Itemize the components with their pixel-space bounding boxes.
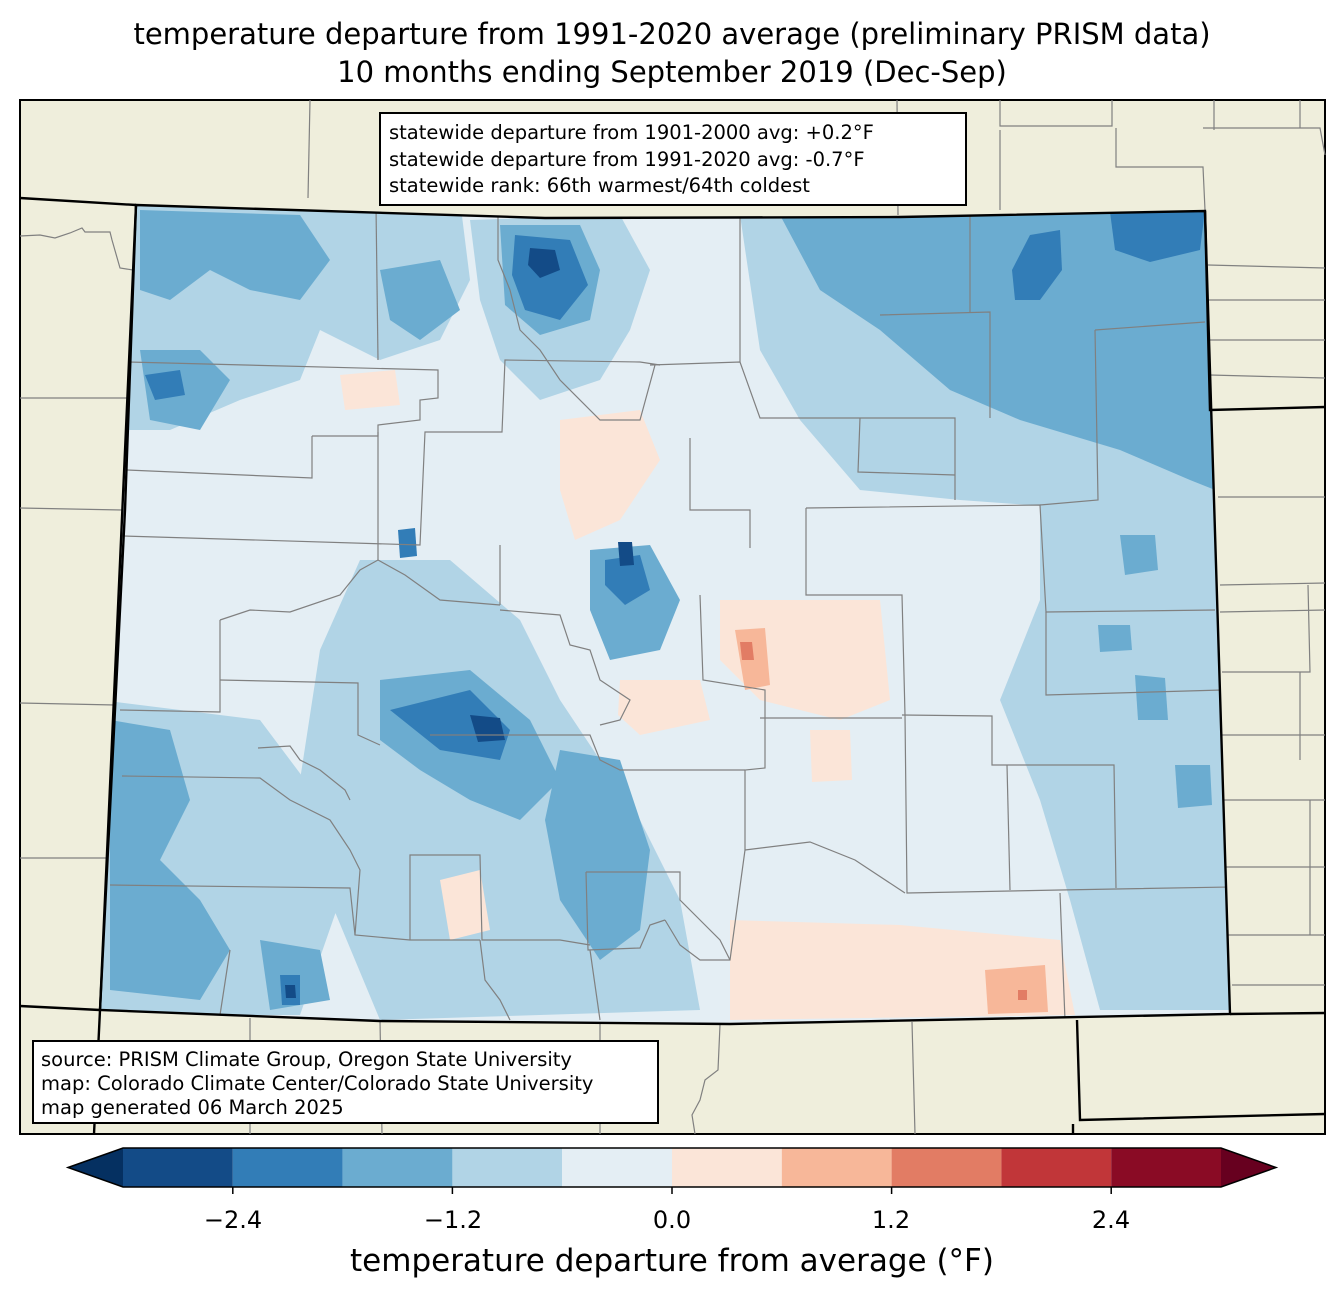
colorbar-bin (562, 1148, 672, 1187)
colorbar-label: temperature departure from average (°F) (350, 1243, 994, 1279)
colorbar-tick-label: −2.4 (203, 1206, 263, 1234)
statewide-stats-box: statewide departure from 1901-2000 avg: … (379, 112, 967, 206)
source-line-generated: map generated 06 March 2025 (41, 1096, 344, 1119)
source-line-prism: source: PRISM Climate Group, Oregon Stat… (41, 1048, 572, 1071)
colorbar-bin (672, 1148, 782, 1187)
temperature-departure-field (100, 205, 1230, 1024)
source-box: source: PRISM Climate Group, Oregon Stat… (32, 1040, 659, 1124)
colorbar-outline (65, 1147, 1279, 1188)
colorbar-bin (781, 1148, 892, 1187)
source-line-map: map: Colorado Climate Center/Colorado St… (41, 1072, 594, 1095)
colorbar-bin (452, 1148, 563, 1187)
stat-line-rank: statewide rank: 66th warmest/64th coldes… (389, 174, 810, 197)
county-lines (109, 205, 1230, 1021)
colorbar-bin (1221, 1148, 1276, 1187)
colorbar-bin (342, 1148, 453, 1187)
stat-line-1991-2020: statewide departure from 1991-2020 avg: … (389, 147, 865, 171)
colorbar-tick-label: 2.4 (1091, 1206, 1131, 1234)
colorbar-bin (232, 1148, 343, 1187)
map-subtitle: 10 months ending September 2019 (Dec-Sep… (337, 55, 1007, 89)
colorbar-bin (68, 1148, 123, 1187)
colorbar (65, 1147, 1279, 1194)
colorbar-tick-label: 0.0 (652, 1206, 692, 1234)
colorbar-bin (123, 1148, 233, 1187)
colorbar-tick-label: −1.2 (423, 1206, 483, 1234)
colorbar-bin (891, 1148, 1002, 1187)
colorbar-tick-label: 1.2 (871, 1206, 911, 1234)
stat-line-1901-2000: statewide departure from 1901-2000 avg: … (389, 121, 874, 144)
map-title: temperature departure from 1991-2020 ave… (133, 17, 1211, 51)
colorbar-bin (1111, 1148, 1221, 1187)
colorbar-bin (1001, 1148, 1112, 1187)
